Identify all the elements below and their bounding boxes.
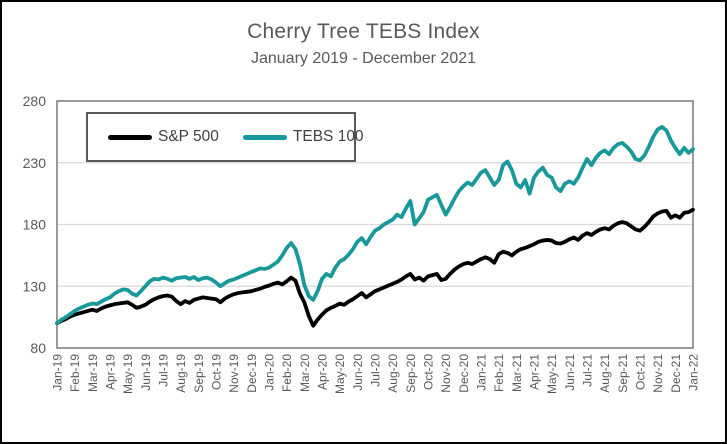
x-axis-label: Feb-21 xyxy=(492,354,506,392)
chart-title: Cherry Tree TEBS Index xyxy=(247,20,480,43)
y-axis-label: 80 xyxy=(30,340,46,356)
x-axis-label: Sep-19 xyxy=(192,354,206,393)
legend-label-tebs: TEBS 100 xyxy=(292,128,364,145)
x-axis-label: Nov-21 xyxy=(651,354,665,393)
x-axis-label: Apr-21 xyxy=(528,354,542,390)
plot-border xyxy=(56,100,694,349)
y-axis-label: 230 xyxy=(23,155,47,171)
x-axis-label: Dec-20 xyxy=(457,354,471,393)
x-axis-label: Feb-19 xyxy=(68,354,82,392)
x-axis-label: May-19 xyxy=(121,354,135,394)
x-axis-label: Oct-19 xyxy=(210,354,224,390)
x-axis-label: Jun-19 xyxy=(139,354,153,391)
x-axis-label: Mar-21 xyxy=(510,354,524,392)
tebs-line-swatch xyxy=(242,134,287,140)
x-axis-label: Jan-20 xyxy=(263,354,277,391)
x-axis-label: Oct-20 xyxy=(422,354,436,390)
x-axis-label: Mar-20 xyxy=(298,354,312,392)
x-axis-label: Oct-21 xyxy=(634,354,648,390)
y-axis-label: 180 xyxy=(23,217,47,233)
x-axis-label: Mar-19 xyxy=(86,354,100,392)
x-axis-label: Jan-22 xyxy=(687,354,701,391)
x-axis-label: Aug-19 xyxy=(174,354,188,393)
x-axis-label: Dec-21 xyxy=(669,354,683,393)
x-axis-label: Feb-20 xyxy=(280,354,294,392)
legend-label-sp500: S&P 500 xyxy=(158,128,219,145)
x-axis-label: Apr-20 xyxy=(316,354,330,390)
x-axis-label: Jul-20 xyxy=(369,354,383,387)
x-axis-label: Dec-19 xyxy=(245,354,259,393)
x-axis-label: May-20 xyxy=(333,354,347,394)
x-axis-label: Jun-20 xyxy=(351,354,365,391)
y-axis-label: 280 xyxy=(23,93,47,109)
x-axis-label: May-21 xyxy=(545,354,559,394)
x-axis-label: Sep-20 xyxy=(404,354,418,393)
tebs-line xyxy=(55,125,695,326)
x-axis-label: Jul-19 xyxy=(157,354,171,387)
y-axis-label: 130 xyxy=(23,278,47,294)
sp500-line xyxy=(55,207,695,328)
x-axis-label: Jul-21 xyxy=(581,354,595,387)
x-axis-label: Apr-19 xyxy=(104,354,118,390)
legend: S&P 500 TEBS 100 xyxy=(86,112,364,162)
x-axis-label: Jan-19 xyxy=(51,354,65,391)
x-axis-label: Jan-21 xyxy=(475,354,489,391)
x-axis-label: Jun-21 xyxy=(563,354,577,391)
sp500-line-swatch xyxy=(108,134,152,140)
x-axis-label: Aug-20 xyxy=(386,354,400,393)
x-axis-label: Nov-19 xyxy=(227,354,241,393)
x-axis-label: Nov-20 xyxy=(439,354,453,393)
chart-subtitle: January 2019 - December 2021 xyxy=(250,50,477,67)
x-axis-label: Sep-21 xyxy=(616,354,630,393)
x-axis-label: Aug-21 xyxy=(598,354,612,393)
